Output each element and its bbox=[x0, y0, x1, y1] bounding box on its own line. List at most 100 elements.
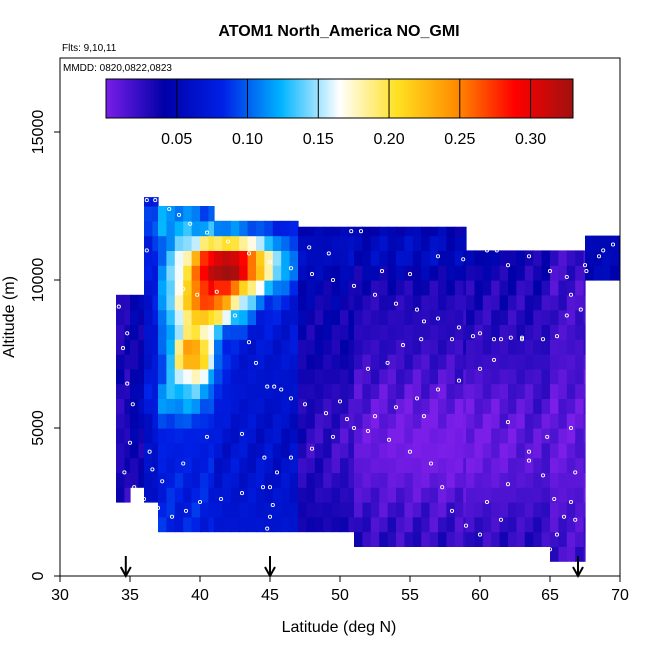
heatmap-cell bbox=[208, 324, 215, 340]
heatmap-cell bbox=[239, 428, 249, 444]
heatmap-cell bbox=[281, 220, 291, 237]
heatmap-cell bbox=[354, 442, 363, 459]
heatmap-cell bbox=[575, 502, 585, 518]
heatmap-cell bbox=[264, 368, 274, 385]
heatmap-cell bbox=[558, 324, 568, 340]
heatmap-cell bbox=[499, 339, 509, 355]
heatmap-cell bbox=[499, 368, 509, 385]
heatmap-cell bbox=[583, 502, 586, 518]
heatmap-cell bbox=[412, 487, 422, 503]
heatmap-cell bbox=[508, 368, 517, 385]
heatmap-cell bbox=[524, 398, 534, 414]
heatmap-cell bbox=[340, 368, 349, 385]
heatmap-cell bbox=[138, 442, 145, 459]
heatmap-cell bbox=[281, 235, 291, 251]
heatmap-cell bbox=[370, 309, 380, 325]
colorbar-tick-label: 0.10 bbox=[232, 131, 263, 148]
heatmap-cell bbox=[340, 442, 349, 459]
heatmap-cell bbox=[558, 546, 568, 562]
heatmap-cell bbox=[516, 487, 526, 503]
heatmap-cell bbox=[387, 250, 397, 266]
heatmap-cell bbox=[298, 309, 307, 325]
heatmap-cell bbox=[482, 516, 492, 533]
heatmap-cell bbox=[191, 457, 201, 473]
flight-track-point bbox=[267, 514, 273, 519]
heatmap-cell bbox=[379, 442, 389, 459]
heatmap-cell bbox=[191, 354, 201, 370]
heatmap-cell bbox=[323, 354, 333, 370]
heatmap-cell bbox=[183, 250, 193, 266]
heatmap-cell bbox=[463, 265, 467, 281]
heatmap-cell bbox=[618, 250, 620, 266]
heatmap-cell bbox=[331, 383, 341, 399]
heatmap-cell bbox=[340, 472, 349, 488]
heatmap-cell bbox=[474, 294, 484, 311]
heatmap-cell bbox=[463, 457, 467, 473]
heatmap-cell bbox=[174, 428, 184, 444]
heatmap-cell bbox=[524, 487, 534, 503]
flight-track-point bbox=[508, 335, 513, 340]
heatmap-cell bbox=[533, 280, 543, 296]
heatmap-cell bbox=[166, 398, 176, 414]
flight-track-point bbox=[270, 502, 275, 508]
heatmap-cell bbox=[130, 339, 139, 355]
heatmap-cell bbox=[200, 354, 209, 370]
heatmap-cell bbox=[264, 265, 274, 281]
heatmap-cell bbox=[256, 442, 265, 459]
heatmap-cell bbox=[214, 220, 223, 237]
heatmap-cell bbox=[256, 428, 265, 444]
heatmap-cell bbox=[272, 516, 282, 533]
heatmap-cell bbox=[152, 309, 159, 325]
heatmap-cell bbox=[533, 457, 543, 473]
heatmap-cell bbox=[174, 383, 184, 399]
flight-track-point bbox=[288, 266, 294, 271]
heatmap-cell bbox=[508, 309, 517, 325]
heatmap-cell bbox=[264, 339, 274, 355]
flight-track-point bbox=[564, 313, 569, 318]
heatmap-cell bbox=[281, 487, 291, 503]
heatmap-cell bbox=[412, 339, 422, 355]
heatmap-cell bbox=[583, 398, 586, 414]
flight-track-point bbox=[125, 381, 130, 386]
heatmap-cell bbox=[340, 354, 349, 370]
heatmap-cell bbox=[524, 531, 534, 547]
heatmap-cell bbox=[583, 324, 586, 340]
flight-track-point bbox=[428, 461, 434, 466]
heatmap-cell bbox=[130, 309, 139, 325]
heatmap-cell bbox=[362, 324, 372, 340]
heatmap-cell bbox=[466, 516, 475, 533]
heatmap-cell bbox=[379, 502, 389, 518]
heatmap-cell bbox=[550, 250, 559, 266]
heatmap-cell bbox=[463, 531, 467, 547]
heatmap-cell bbox=[272, 354, 282, 370]
heatmap-cell bbox=[558, 502, 568, 518]
heatmap-cell bbox=[370, 398, 380, 414]
heatmap-cell bbox=[533, 428, 543, 444]
heatmap-cell bbox=[421, 368, 431, 385]
heatmap-cell bbox=[474, 383, 484, 399]
heatmap-cell bbox=[404, 235, 414, 251]
heatmap-cell bbox=[158, 413, 167, 429]
heatmap-cell bbox=[533, 516, 543, 533]
heatmap-cell bbox=[124, 398, 131, 414]
flight-track-point bbox=[491, 337, 497, 342]
y-tick-label: 5000 bbox=[30, 410, 47, 446]
heatmap-cell bbox=[524, 428, 534, 444]
heatmap-cell bbox=[438, 226, 447, 237]
heatmap-cell bbox=[264, 309, 274, 325]
heatmap-cell bbox=[166, 516, 176, 533]
heatmap-cell bbox=[289, 368, 299, 385]
heatmap-cell bbox=[314, 280, 324, 296]
heatmap-cell bbox=[340, 457, 349, 473]
heatmap-cell bbox=[508, 383, 517, 399]
heatmap-cell bbox=[200, 220, 209, 237]
heatmap-cell bbox=[239, 294, 249, 311]
heatmap-cell bbox=[306, 516, 316, 533]
heatmap-cell bbox=[466, 457, 475, 473]
heatmap-cell bbox=[348, 428, 355, 444]
heatmap-cell bbox=[387, 531, 397, 547]
heatmap-cell bbox=[152, 354, 159, 370]
heatmap-cell bbox=[124, 428, 131, 444]
heatmap-cell bbox=[396, 398, 405, 414]
